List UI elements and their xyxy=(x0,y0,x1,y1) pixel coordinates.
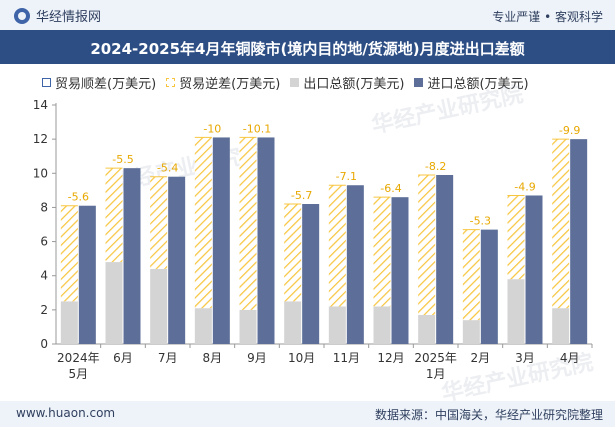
y-tick-label: 6 xyxy=(40,235,48,249)
title-bar xyxy=(0,30,615,64)
deficit-bar xyxy=(150,176,168,269)
import-bar xyxy=(346,185,364,344)
deficit-bar xyxy=(507,195,525,280)
import-bar xyxy=(436,174,454,344)
export-bar xyxy=(328,306,346,344)
x-tick-label: 10月 xyxy=(288,351,315,365)
legend-export-label: 出口总额(万美元) xyxy=(303,77,405,92)
footer-bar xyxy=(0,401,615,427)
import-bar xyxy=(78,205,96,344)
import-bar xyxy=(168,176,186,344)
deficit-data-label: -7.1 xyxy=(336,170,357,183)
export-bar xyxy=(194,308,212,344)
deficit-data-label: -10.1 xyxy=(243,122,271,135)
deficit-data-label: -5.3 xyxy=(470,215,491,228)
deficit-data-label: -9.9 xyxy=(559,124,580,137)
import-bar xyxy=(212,137,230,344)
x-tick-label: 2025年 xyxy=(414,351,457,365)
legend-deficit: 贸易逆差(万美元) xyxy=(166,73,280,92)
brand-name: 华经情报网 xyxy=(36,10,102,25)
export-bar xyxy=(239,309,257,344)
deficit-bar xyxy=(105,168,123,263)
y-tick-label: 2 xyxy=(40,303,48,317)
export-bar xyxy=(507,279,525,344)
x-tick-label: 6月 xyxy=(113,351,133,365)
deficit-bar xyxy=(462,229,480,321)
y-tick-label: 14 xyxy=(33,98,48,112)
x-tick-label: 9月 xyxy=(247,351,267,365)
export-bar xyxy=(552,308,570,344)
x-tick-label: 11月 xyxy=(333,351,360,365)
tagline: 专业严谨 • 客观科学 xyxy=(492,10,603,24)
chart-title: 2024-2025年4月年铜陵市(境内目的地/货源地)月度进出口差额 xyxy=(90,40,525,58)
y-tick-label: 12 xyxy=(33,132,48,146)
brand[interactable]: 华经情报网 xyxy=(14,6,101,25)
import-bar xyxy=(525,195,543,344)
brand-logo-icon xyxy=(14,7,30,24)
legend-import-label: 进口总额(万美元) xyxy=(427,77,529,92)
x-tick-label-line2: 1月 xyxy=(426,367,446,381)
import-bar xyxy=(123,168,141,344)
x-tick-label: 2024年 xyxy=(57,351,100,365)
deficit-bar xyxy=(552,139,570,309)
legend-surplus: 贸易顺差(万美元) xyxy=(42,73,156,92)
legend-deficit-label: 贸易逆差(万美元) xyxy=(179,77,281,92)
export-bar xyxy=(284,301,302,344)
deficit-bar xyxy=(418,174,436,315)
deficit-data-label: -10 xyxy=(203,122,221,135)
deficit-data-label: -8.2 xyxy=(425,160,446,173)
top-bar xyxy=(0,0,615,30)
legend-import-swatch xyxy=(414,78,424,87)
export-bar xyxy=(373,306,391,344)
deficit-data-label: -5.4 xyxy=(157,162,178,175)
export-bar xyxy=(150,268,168,344)
legend-surplus-label: 贸易顺差(万美元) xyxy=(55,77,157,92)
export-bar xyxy=(418,314,436,344)
legend-surplus-swatch xyxy=(42,78,51,87)
y-tick-label: 10 xyxy=(33,166,48,180)
deficit-bar xyxy=(239,137,257,310)
deficit-bar xyxy=(60,205,78,302)
legend-deficit-swatch xyxy=(166,78,176,87)
chart-legend: 贸易顺差(万美元) 贸易逆差(万美元) 出口总额(万美元) 进口总额(万美元) xyxy=(42,73,539,92)
data-source: 数据来源：中国海关，华经产业研究院整理 xyxy=(374,408,603,422)
x-tick-label: 7月 xyxy=(158,351,178,365)
export-bar xyxy=(105,262,123,344)
deficit-data-label: -5.5 xyxy=(112,153,133,166)
import-bar xyxy=(391,197,409,344)
x-tick-label: 4月 xyxy=(560,351,580,365)
import-bar xyxy=(570,139,588,344)
legend-export-swatch xyxy=(290,78,300,87)
deficit-data-label: -4.9 xyxy=(514,180,535,193)
import-bar xyxy=(257,137,275,344)
deficit-bar xyxy=(328,185,346,307)
deficit-data-label: -6.4 xyxy=(380,182,401,195)
x-tick-label-line2: 5月 xyxy=(69,367,89,381)
deficit-bar xyxy=(373,197,391,307)
deficit-bar xyxy=(284,204,302,302)
x-tick-label: 2月 xyxy=(471,351,491,365)
y-tick-label: 8 xyxy=(40,200,48,214)
legend-import: 进口总额(万美元) xyxy=(414,73,529,92)
deficit-data-label: -5.7 xyxy=(291,189,312,202)
deficit-bar xyxy=(194,137,212,309)
deficit-data-label: -5.6 xyxy=(68,191,89,204)
x-tick-label: 3月 xyxy=(515,351,535,365)
export-bar xyxy=(60,301,78,344)
import-bar xyxy=(480,229,498,344)
legend-export: 出口总额(万美元) xyxy=(290,73,404,92)
x-tick-label: 12月 xyxy=(377,351,404,365)
x-tick-label: 8月 xyxy=(203,351,223,365)
y-tick-label: 0 xyxy=(40,337,48,351)
import-bar xyxy=(302,204,320,344)
site-url[interactable]: www.huaon.com xyxy=(16,406,116,420)
y-tick-label: 4 xyxy=(40,269,48,283)
export-bar xyxy=(462,320,480,344)
